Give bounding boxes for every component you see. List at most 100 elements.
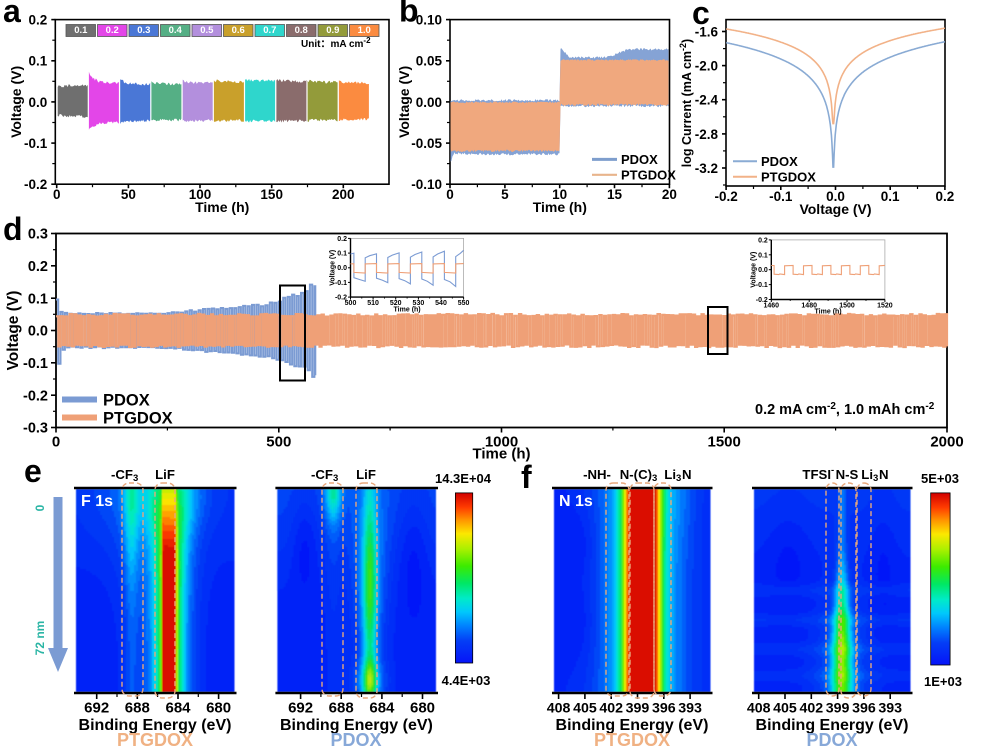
svg-text:LiF: LiF <box>155 467 175 482</box>
svg-text:1500: 1500 <box>839 303 855 310</box>
svg-text:15: 15 <box>607 187 623 202</box>
svg-text:1500: 1500 <box>708 434 741 451</box>
svg-text:3: 3 <box>333 473 338 484</box>
svg-text:Unit：mA cm-2: Unit：mA cm-2 <box>301 36 371 50</box>
svg-text:b: b <box>399 0 419 29</box>
svg-text:Time (h): Time (h) <box>195 199 249 215</box>
svg-text:0: 0 <box>53 187 61 202</box>
svg-text:N-S: N-S <box>836 467 859 482</box>
svg-text:-0.10: -0.10 <box>411 177 442 192</box>
svg-text:396: 396 <box>852 701 876 717</box>
svg-text:4.4E+03: 4.4E+03 <box>442 673 491 688</box>
svg-text:5: 5 <box>501 187 509 202</box>
svg-text:1520: 1520 <box>877 303 893 310</box>
svg-text:0.8: 0.8 <box>295 25 308 36</box>
svg-text:Binding Energy (eV): Binding Energy (eV) <box>556 717 709 734</box>
svg-text:3: 3 <box>873 473 878 484</box>
svg-text:1460: 1460 <box>764 303 780 310</box>
svg-text:Voltage (V): Voltage (V) <box>396 66 412 138</box>
svg-text:408: 408 <box>547 701 571 717</box>
svg-text:-NH-: -NH- <box>583 467 611 482</box>
svg-text:Time (h): Time (h) <box>533 199 587 215</box>
svg-text:Li: Li <box>861 467 873 482</box>
svg-text:PDOX: PDOX <box>621 152 658 167</box>
svg-text:200: 200 <box>332 187 355 202</box>
svg-text:3: 3 <box>652 473 657 484</box>
svg-text:0.2: 0.2 <box>106 25 119 36</box>
svg-text:Voltage (V): Voltage (V) <box>8 66 24 138</box>
svg-text:Voltage (V): Voltage (V) <box>799 201 871 217</box>
svg-text:-2.4: -2.4 <box>695 93 719 108</box>
svg-text:-0.2: -0.2 <box>714 189 737 204</box>
svg-text:N-(C): N-(C) <box>620 467 652 482</box>
svg-text:-CF: -CF <box>311 467 333 482</box>
svg-text:Time (h): Time (h) <box>394 307 421 314</box>
svg-text:F 1s: F 1s <box>81 493 113 510</box>
svg-text:0.5: 0.5 <box>200 25 214 36</box>
svg-text:log Current (mA cm-2): log Current (mA cm-2) <box>678 39 694 167</box>
svg-text:0.2: 0.2 <box>28 259 48 275</box>
svg-text:72 nm: 72 nm <box>33 621 47 656</box>
svg-text:680: 680 <box>206 700 231 717</box>
svg-text:-0.2: -0.2 <box>756 297 768 304</box>
svg-text:Voltage (V): Voltage (V) <box>750 252 757 288</box>
svg-text:530: 530 <box>413 300 425 307</box>
svg-text:0.2 mA cm-2, 1.0 mAh cm-2: 0.2 mA cm-2, 1.0 mAh cm-2 <box>755 401 935 418</box>
svg-text:0.3: 0.3 <box>137 25 150 36</box>
svg-text:402: 402 <box>799 701 823 717</box>
svg-text:550: 550 <box>458 300 470 307</box>
svg-text:3: 3 <box>133 473 138 484</box>
svg-text:a: a <box>3 0 21 29</box>
svg-text:50: 50 <box>121 187 136 202</box>
svg-text:405: 405 <box>773 701 797 717</box>
svg-text:PTGDOX: PTGDOX <box>103 410 173 428</box>
svg-text:-CF: -CF <box>111 467 133 482</box>
svg-text:688: 688 <box>329 700 354 717</box>
svg-text:20: 20 <box>662 187 677 202</box>
svg-text:684: 684 <box>369 700 395 717</box>
svg-text:-0.1: -0.1 <box>335 280 347 287</box>
svg-text:Time (h): Time (h) <box>472 446 530 463</box>
svg-text:1000: 1000 <box>485 434 518 451</box>
svg-text:N 1s: N 1s <box>559 493 593 510</box>
svg-text:0: 0 <box>446 187 454 202</box>
svg-text:Binding Energy (eV): Binding Energy (eV) <box>756 717 909 734</box>
svg-text:396: 396 <box>652 701 676 717</box>
svg-text:-0.2: -0.2 <box>335 295 347 302</box>
svg-text:LiF: LiF <box>356 467 376 482</box>
svg-text:-0.2: -0.2 <box>23 388 48 404</box>
svg-text:0.0: 0.0 <box>28 324 48 340</box>
svg-text:0.1: 0.1 <box>28 291 48 307</box>
svg-text:0.1: 0.1 <box>337 251 347 258</box>
svg-text:Binding Energy (eV): Binding Energy (eV) <box>280 717 433 734</box>
svg-text:0.1: 0.1 <box>758 252 768 259</box>
svg-text:PDOX: PDOX <box>330 730 381 750</box>
svg-text:-0.05: -0.05 <box>411 136 442 151</box>
svg-text:0: 0 <box>33 504 47 511</box>
svg-text:5E+03: 5E+03 <box>921 471 959 486</box>
svg-text:0.1: 0.1 <box>74 25 88 36</box>
svg-text:408: 408 <box>747 701 771 717</box>
svg-text:PTGDOX: PTGDOX <box>594 730 670 750</box>
svg-text:0.0: 0.0 <box>337 265 347 272</box>
svg-text:684: 684 <box>165 700 191 717</box>
svg-text:N: N <box>879 467 889 482</box>
svg-text:-0.1: -0.1 <box>24 136 48 151</box>
svg-text:0.2: 0.2 <box>758 237 768 244</box>
svg-text:0.0: 0.0 <box>758 267 768 274</box>
svg-text:TFSI: TFSI <box>802 467 831 482</box>
svg-text:e: e <box>24 453 42 489</box>
svg-text:510: 510 <box>367 300 379 307</box>
svg-text:-0.1: -0.1 <box>769 189 793 204</box>
svg-text:10: 10 <box>552 187 567 202</box>
svg-text:Voltage (V): Voltage (V) <box>330 250 337 286</box>
svg-text:100: 100 <box>189 187 212 202</box>
svg-text:0.4: 0.4 <box>169 25 183 36</box>
svg-text:0: 0 <box>52 434 60 451</box>
svg-text:d: d <box>3 211 23 247</box>
svg-text:-2.8: -2.8 <box>695 127 719 142</box>
svg-text:0.1: 0.1 <box>881 189 900 204</box>
svg-text:0.6: 0.6 <box>232 25 245 36</box>
svg-text:688: 688 <box>125 700 150 717</box>
svg-text:Binding Energy (eV): Binding Energy (eV) <box>79 717 232 734</box>
